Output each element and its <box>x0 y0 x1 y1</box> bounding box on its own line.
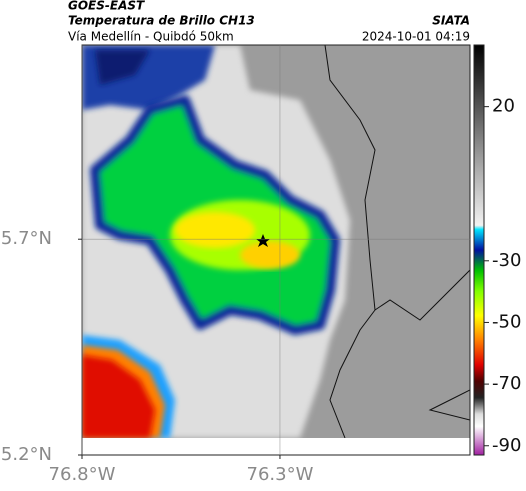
region: Vía Medellín - Quibdó 50km <box>68 30 234 44</box>
colorbar-tick-label: -30 <box>492 250 521 271</box>
colorbar-tick-label: 20 <box>492 96 515 117</box>
source: SIATA <box>432 14 470 28</box>
satellite: GOES-EAST <box>68 0 145 13</box>
datetime: 2024-10-01 04:19 <box>362 30 470 44</box>
lat-tick-label: 5.2°N <box>1 444 52 465</box>
product: Temperatura de Brillo CH13 <box>68 14 255 28</box>
colorbar-tick-label: -90 <box>492 435 521 456</box>
colorbar-tick-label: -70 <box>492 373 521 394</box>
colorbar-tick-label: -50 <box>492 311 521 332</box>
satellite-image <box>82 45 470 438</box>
lat-tick-label: 5.7°N <box>1 228 52 249</box>
lon-tick-label: 76.8°W <box>49 464 116 485</box>
colorbar <box>473 44 485 456</box>
lon-tick-label: 76.3°W <box>247 464 314 485</box>
